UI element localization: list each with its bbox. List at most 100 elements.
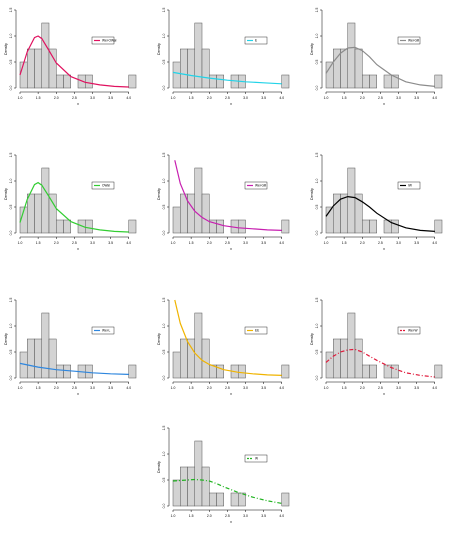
histogram-bar (230, 492, 239, 507)
y-tick-label: 0.5 (162, 205, 166, 210)
histogram-bar (63, 74, 71, 89)
x-tick-label: 1.0 (171, 96, 176, 100)
histogram-bar (216, 364, 224, 379)
x-axis-label: x (383, 392, 385, 396)
histogram-bar (362, 364, 370, 379)
y-tick-label: 1.0 (315, 179, 319, 184)
legend-label: OWal (102, 184, 110, 188)
legend-label: EE (255, 329, 259, 333)
x-axis-label: x (230, 392, 232, 396)
histogram-bar (434, 364, 443, 379)
histogram-bar (201, 338, 210, 379)
histogram-bar (194, 167, 203, 234)
legend-label: W (255, 457, 258, 461)
y-tick-label: 0.0 (315, 376, 319, 381)
histogram-bar (172, 479, 181, 507)
histogram-bar (347, 167, 356, 234)
x-tick-label: 1.5 (342, 241, 347, 245)
histogram-bar (340, 193, 348, 234)
density-curve (325, 46, 435, 87)
legend-label: Wei-OWal (102, 39, 117, 43)
y-tick-label: 1.5 (9, 153, 13, 158)
legend-box (91, 181, 115, 190)
legend-box (244, 181, 268, 190)
x-tick-label: 1.5 (36, 96, 41, 100)
x-tick-label: 1.5 (189, 96, 194, 100)
histogram-bar (128, 364, 137, 379)
x-tick-label: 2.5 (378, 386, 383, 390)
y-axis-label: Density (157, 333, 161, 345)
y-tick-label: 0.0 (315, 86, 319, 91)
x-tick-label: 2.5 (225, 241, 230, 245)
x-tick-label: 2.0 (54, 96, 59, 100)
y-tick-label: 0.0 (315, 231, 319, 236)
x-tick-label: 1.5 (36, 241, 41, 245)
y-axis-label: Density (4, 188, 8, 200)
density-curve (174, 299, 282, 376)
legend-box (244, 454, 268, 463)
x-tick-label: 1.0 (171, 241, 176, 245)
legend-label: IW (408, 184, 412, 188)
x-tick-label: 2.0 (207, 96, 212, 100)
x-tick-label: 4.0 (126, 241, 131, 245)
histogram-bar (172, 206, 181, 234)
histogram-bar (187, 466, 195, 507)
density-curve (172, 71, 282, 85)
histogram-bar (187, 193, 195, 234)
histogram-bar (194, 440, 203, 507)
y-tick-label: 1.0 (9, 179, 13, 184)
histogram-bar (34, 48, 42, 89)
density-curve (19, 181, 129, 233)
x-tick-label: 4.0 (432, 241, 437, 245)
density-curve (19, 362, 129, 375)
histogram-bar (201, 193, 210, 234)
histogram-bar (281, 219, 290, 234)
chart-panel: 1.0 1.5 2.0 2.5 3.0 3.5 4.0 x 0.0 0.5 1.0 1.5 Densit… (157, 8, 290, 106)
y-tick-label: 1.5 (162, 8, 166, 13)
y-tick-label: 1.0 (162, 452, 166, 457)
histogram-bar (340, 338, 348, 379)
x-tick-label: 2.0 (54, 386, 59, 390)
x-tick-label: 3.0 (396, 96, 401, 100)
x-tick-label: 4.0 (432, 386, 437, 390)
histogram-bar (354, 193, 363, 234)
x-tick-label: 3.5 (108, 96, 113, 100)
histogram-bar (216, 219, 224, 234)
y-axis-label: Density (310, 333, 314, 345)
x-tick-label: 4.0 (279, 514, 284, 518)
histogram-bar (85, 364, 93, 379)
x-tick-label: 1.0 (18, 386, 23, 390)
y-tick-label: 0.0 (9, 376, 13, 381)
x-tick-label: 4.0 (279, 386, 284, 390)
histogram-bar (172, 61, 181, 89)
x-tick-label: 1.0 (171, 386, 176, 390)
histogram-bar (216, 492, 224, 507)
histogram-bar (347, 22, 356, 89)
legend-box (397, 326, 421, 335)
y-tick-label: 0.0 (162, 86, 166, 91)
histogram-bar (238, 364, 246, 379)
x-tick-label: 3.5 (414, 96, 419, 100)
legend-box (91, 36, 115, 45)
x-tick-label: 3.0 (243, 514, 248, 518)
y-tick-label: 1.0 (162, 324, 166, 329)
histogram-bar (187, 338, 195, 379)
legend-box (91, 326, 115, 335)
histogram-bar (369, 364, 377, 379)
x-tick-label: 1.5 (342, 96, 347, 100)
histogram-bar (56, 219, 64, 234)
histogram-bar (209, 492, 217, 507)
chart-panel: 1.0 1.5 2.0 2.5 3.0 3.5 4.0 x 0.0 0.5 1.0 1.5 Densit… (4, 153, 137, 251)
x-tick-label: 2.5 (72, 241, 77, 245)
x-tick-label: 4.0 (279, 96, 284, 100)
x-tick-label: 1.0 (18, 241, 23, 245)
histogram-bar (238, 492, 246, 507)
histogram-bar (216, 74, 224, 89)
y-tick-label: 1.0 (9, 324, 13, 329)
histogram-bar (325, 351, 334, 379)
x-tick-label: 2.5 (225, 96, 230, 100)
histogram-bar (34, 193, 42, 234)
x-tick-label: 1.5 (36, 386, 41, 390)
legend-box (244, 36, 268, 45)
y-tick-label: 1.5 (315, 153, 319, 158)
